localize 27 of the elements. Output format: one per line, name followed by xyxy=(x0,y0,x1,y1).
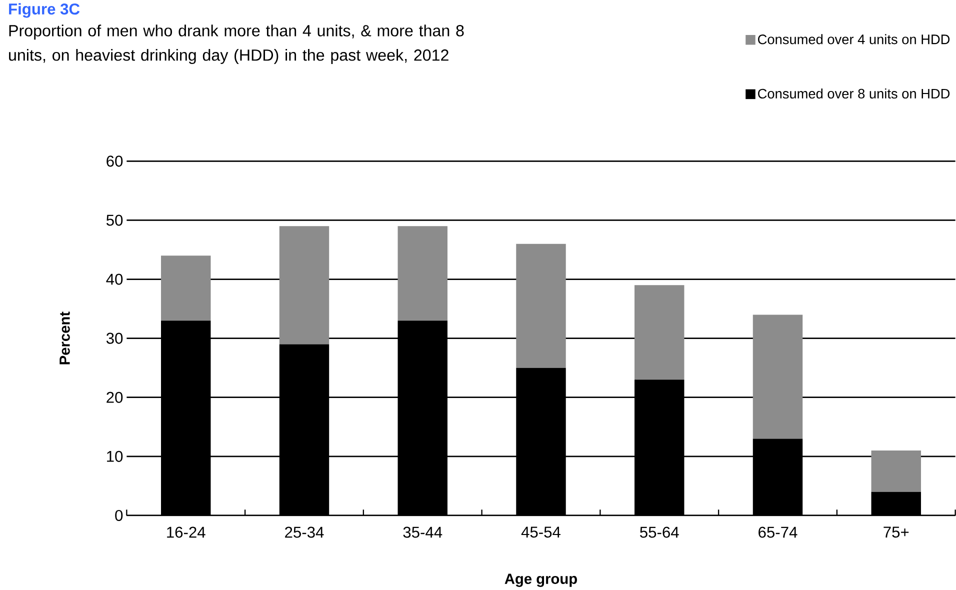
bar xyxy=(634,285,684,380)
bar xyxy=(161,256,211,321)
y-axis-title: Percent xyxy=(60,312,70,364)
x-tick-label: 45-54 xyxy=(521,526,560,538)
x-tick-label: 35-44 xyxy=(403,526,442,538)
y-tick-label: 40 xyxy=(106,274,123,285)
y-tick-label: 10 xyxy=(107,450,123,462)
bar xyxy=(516,244,566,368)
x-tick-label: 16-24 xyxy=(167,526,206,538)
chart-subtitle: Proportion of men who drank more than 4 units, & more than 8 units, on heaviest drinking day (HDD) in the past week, 2012 xyxy=(9,24,464,64)
x-tick-label: 65-74 xyxy=(758,526,798,538)
chart-title: Figure 3C xyxy=(9,3,80,18)
bar xyxy=(871,450,921,492)
y-tick-label: 30 xyxy=(106,332,123,344)
y-tick-label: 60 xyxy=(106,156,123,167)
legend-label: Consumed over 4 units on HDD xyxy=(758,34,950,44)
x-tick-label: 75+ xyxy=(884,526,909,538)
y-tick-label: 20 xyxy=(106,392,123,403)
bar xyxy=(752,314,803,439)
x-axis-title: Age group xyxy=(504,574,577,587)
y-tick-label: 0 xyxy=(115,510,123,521)
bar xyxy=(279,226,330,344)
x-tick-label: 25-34 xyxy=(285,526,324,538)
y-tick-label: 50 xyxy=(106,214,123,226)
bar xyxy=(398,226,448,321)
legend-label: Consumed over 8 units on HDD xyxy=(758,88,950,98)
x-tick-label: 55-64 xyxy=(640,526,679,538)
